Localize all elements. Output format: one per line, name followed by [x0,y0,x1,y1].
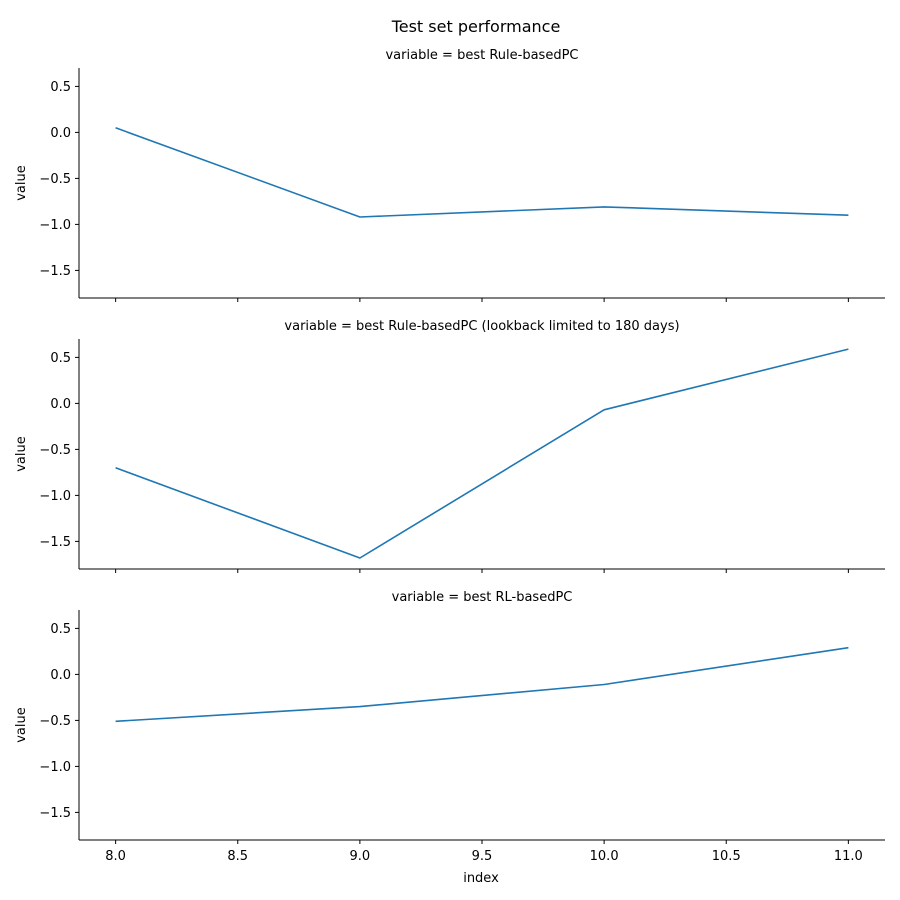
y-tick-label: 0.5 [50,80,71,95]
panel-title: variable = best Rule-basedPC [385,48,578,63]
y-axis-title: value [14,436,29,472]
panel-title: variable = best Rule-basedPC (lookback l… [284,319,679,334]
y-axis-title: value [14,707,29,743]
y-tick-label: 0.0 [50,668,71,683]
y-tick-label: 0.0 [50,126,71,141]
y-tick-label: −1.0 [39,218,71,233]
y-axis-title: value [14,165,29,201]
series-line [115,348,849,559]
panel-2: variable = best Rule-basedPC (lookback l… [14,319,885,573]
chart-panels: variable = best Rule-basedPC 0.5 0.0 −0.5 −1… [14,48,885,864]
y-tick-label: −1.5 [39,806,71,821]
panel-3: variable = best RL-basedPC 0.5 0.0 −0.5 −1.0… [14,590,885,864]
y-tick-label: −1.0 [39,489,71,504]
y-tick-label: −1.0 [39,760,71,775]
x-tick-label: 10.0 [590,849,619,864]
series-line [115,646,849,723]
y-tick-label: 0.0 [50,397,71,412]
y-tick-label: −1.5 [39,264,71,279]
y-tick-label: −1.5 [39,535,71,550]
x-tick-label: 9.5 [472,849,493,864]
x-tick-label: 8.0 [105,849,126,864]
y-tick-label: 0.5 [50,622,71,637]
panel-title: variable = best RL-basedPC [392,590,573,605]
x-tick-label: 8.5 [227,849,248,864]
y-tick-label: 0.5 [50,351,71,366]
x-tick-label: 11.0 [834,849,863,864]
chart-title: Test set performance [391,17,561,36]
x-tick-label: 10.5 [712,849,741,864]
x-tick-label: 9.0 [350,849,371,864]
series-line [115,127,849,218]
y-tick-label: −0.5 [39,443,71,458]
x-axis-title: index [463,871,499,886]
panel-1: variable = best Rule-basedPC 0.5 0.0 −0.5 −1… [14,48,885,302]
y-tick-label: −0.5 [39,714,71,729]
y-tick-label: −0.5 [39,172,71,187]
